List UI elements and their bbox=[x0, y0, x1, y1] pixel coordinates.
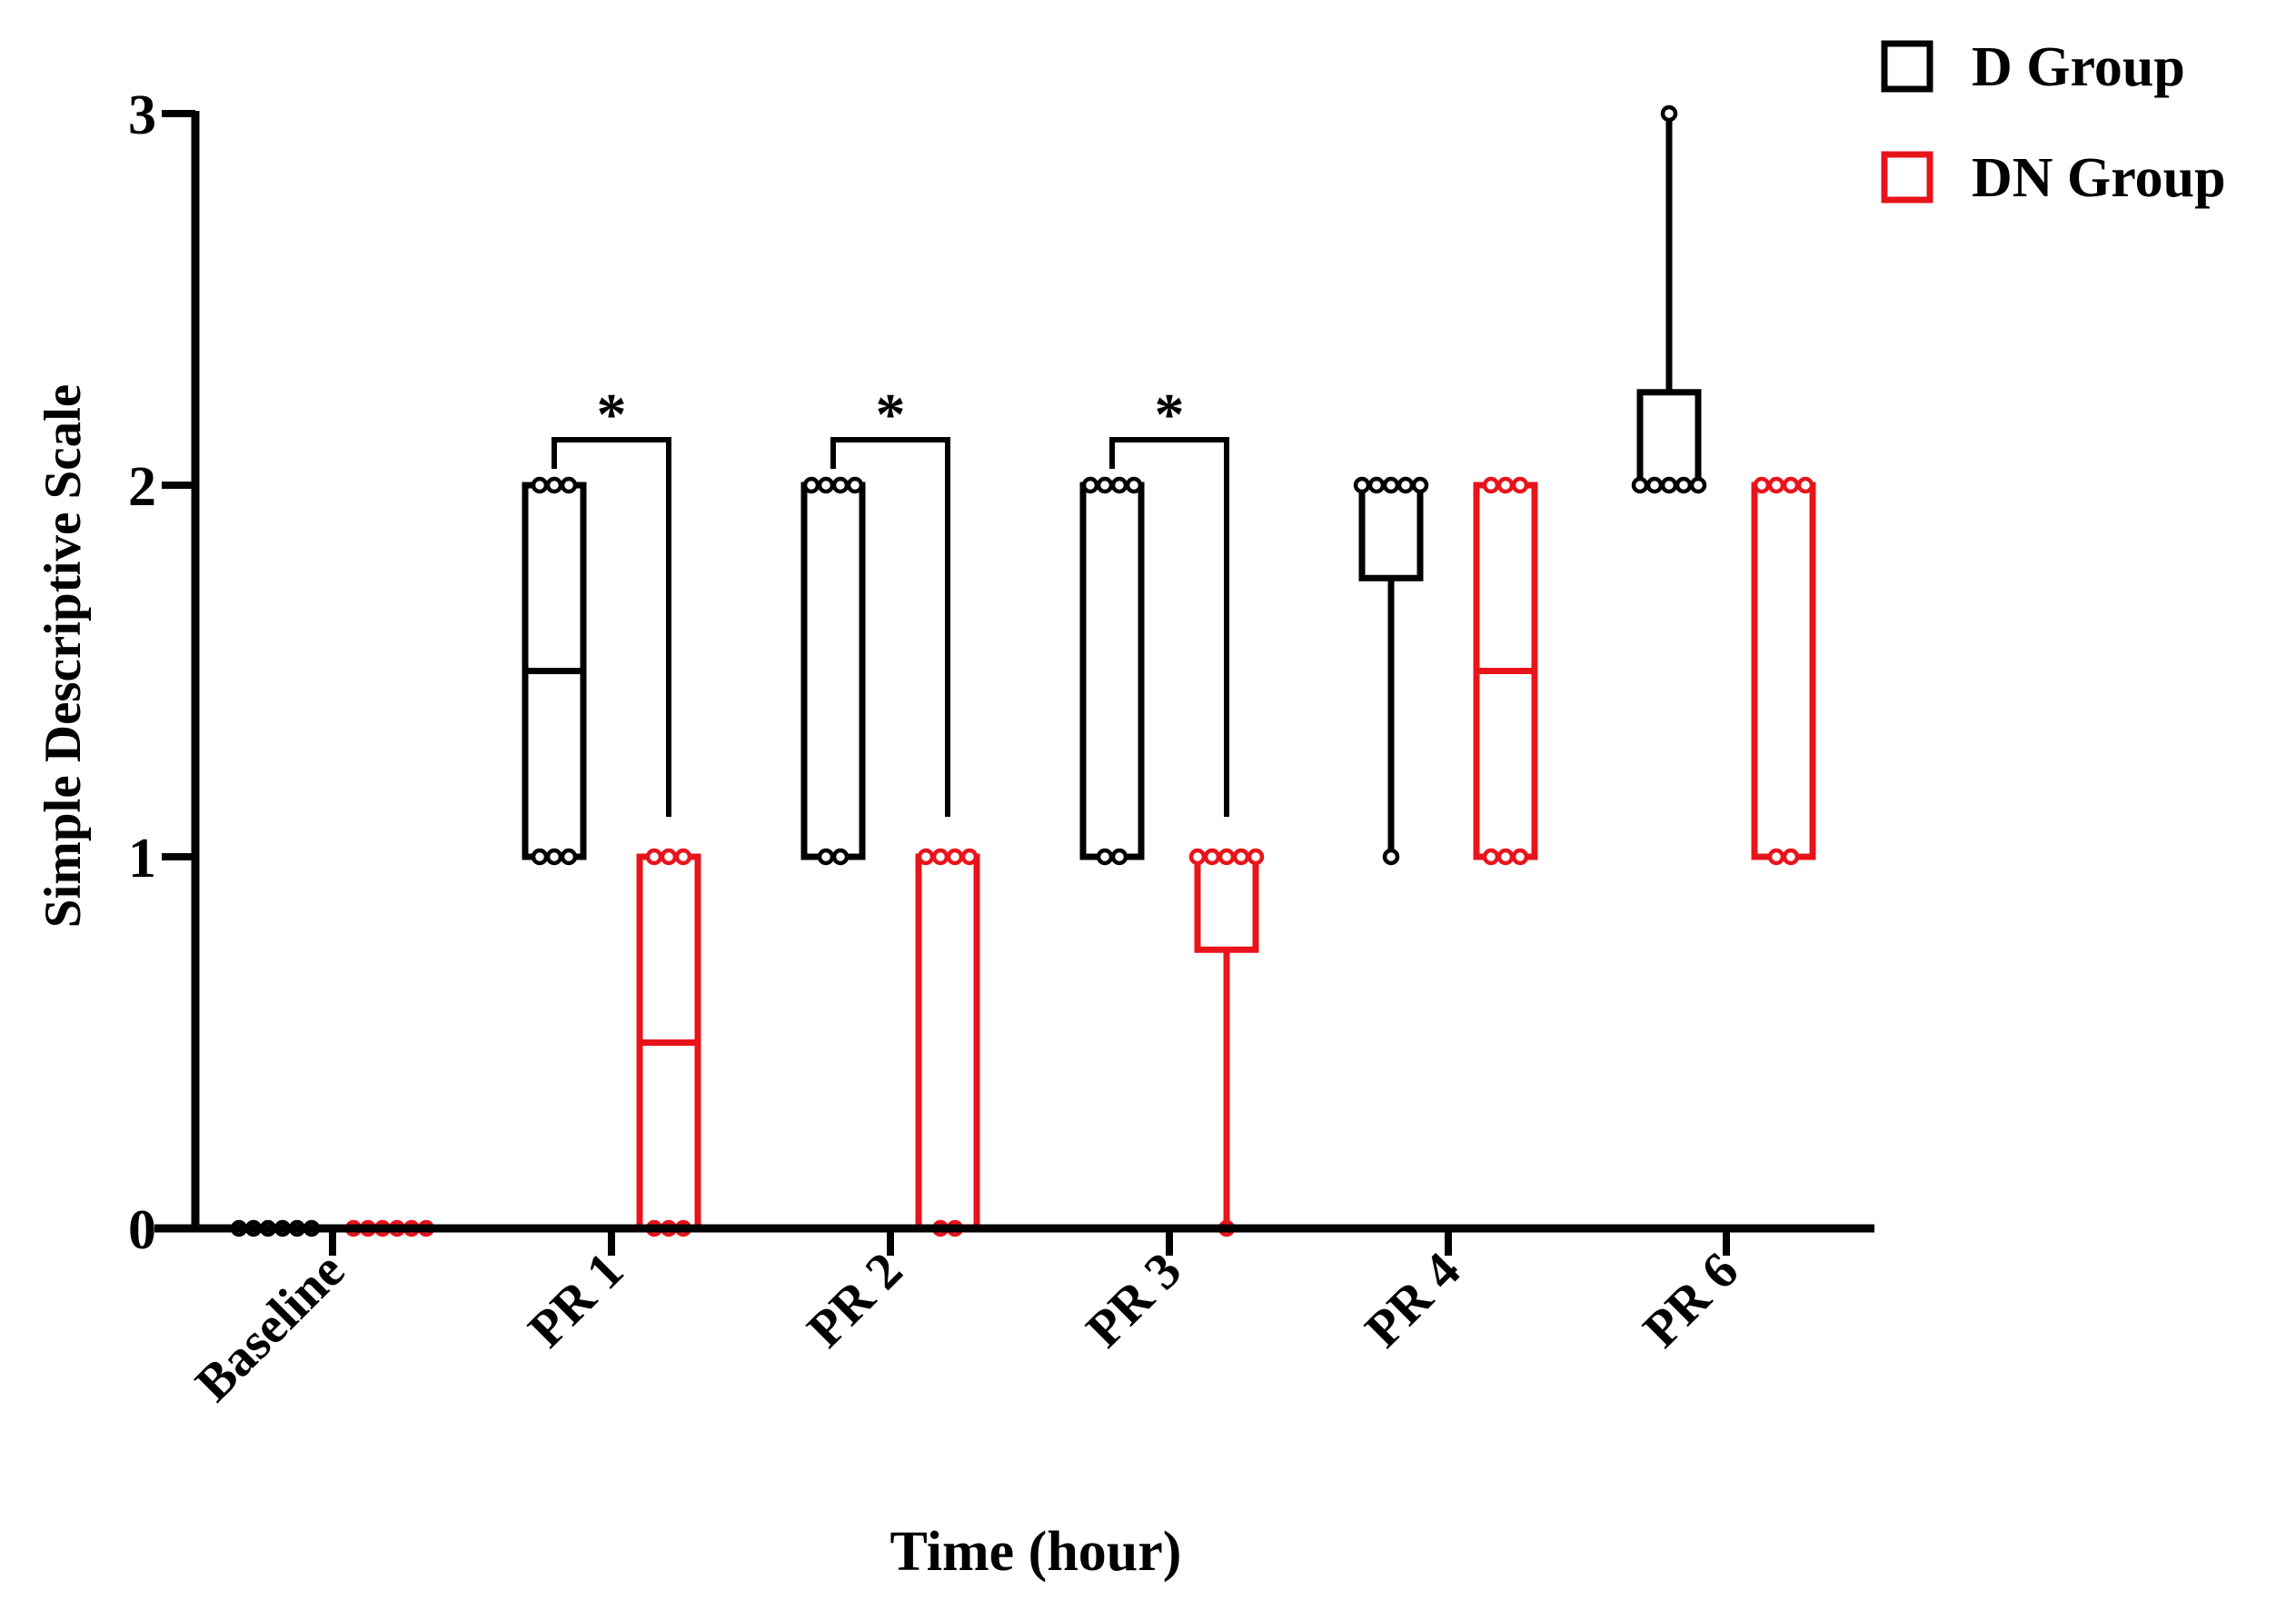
x-axis-title: Time (hour) bbox=[890, 1521, 1182, 1583]
d-group-pr-6-point-3 bbox=[1675, 476, 1693, 494]
d-group-pr-2-point-5 bbox=[846, 476, 864, 494]
dn-group-pr-6-point-1 bbox=[1782, 848, 1800, 866]
dn-group-pr-6-point-2 bbox=[1753, 476, 1771, 494]
dn-group-pr-1-point-3 bbox=[645, 848, 663, 866]
x-tick-label-pr-2: PR 2 bbox=[797, 1242, 914, 1359]
dn-group-pr-6-point-5 bbox=[1796, 476, 1814, 494]
dn-group-pr-2-point-5 bbox=[960, 848, 979, 866]
dn-group-pr-4-point-0 bbox=[1482, 848, 1500, 866]
d-group-pr-3-point-4 bbox=[1110, 476, 1128, 494]
d-group-pr-6-point-1 bbox=[1645, 476, 1664, 494]
d-group-pr-3-point-0 bbox=[1096, 848, 1114, 866]
significance-star-pr-1: * bbox=[597, 382, 627, 448]
dn-group-pr-1-point-4 bbox=[660, 848, 678, 866]
d-group-pr-4-point-0 bbox=[1382, 848, 1400, 866]
d-group-pr-6-point-5 bbox=[1660, 104, 1678, 123]
d-group-pr-4-point-5 bbox=[1411, 476, 1429, 494]
d-group-pr-4-point-3 bbox=[1382, 476, 1400, 494]
d-group-pr-4-point-4 bbox=[1396, 476, 1415, 494]
x-tick-label-pr-6: PR 6 bbox=[1633, 1242, 1750, 1359]
d-group-pr-6-point-4 bbox=[1689, 476, 1707, 494]
significance-star-pr-2: * bbox=[876, 382, 906, 448]
plot-layer: * * * bbox=[230, 104, 1816, 1237]
d-group-pr-1-point-2 bbox=[560, 848, 578, 866]
dn-group-pr-2-point-3 bbox=[931, 848, 949, 866]
x-tick-label-pr-1: PR 1 bbox=[518, 1242, 635, 1359]
y-tick-label-0: 0 bbox=[128, 1199, 156, 1261]
d-group-pr-1-point-4 bbox=[545, 476, 563, 494]
dn-group-pr-1-point-5 bbox=[674, 848, 692, 866]
dn-group-pr-3-point-3 bbox=[1218, 848, 1236, 866]
dn-group-pr-4-point-5 bbox=[1511, 476, 1529, 494]
d-group-pr-1-point-5 bbox=[560, 476, 578, 494]
y-tick-label-1: 1 bbox=[128, 828, 156, 889]
y-tick-label-2: 2 bbox=[128, 456, 156, 518]
significance-bracket-pr-3 bbox=[1109, 437, 1229, 817]
dn-group-pr-3-point-5 bbox=[1247, 848, 1265, 866]
dn-group-pr-4-point-2 bbox=[1511, 848, 1529, 866]
significance-star-pr-3: * bbox=[1155, 382, 1185, 448]
axes-layer: Simple Descriptive Scale Time (hour) 0 1 2… bbox=[35, 84, 1874, 1583]
dn-group-pr-4-point-4 bbox=[1496, 476, 1515, 494]
d-group-pr-2-box bbox=[800, 482, 866, 860]
y-tick-label-3: 3 bbox=[128, 84, 156, 146]
dn-group-pr-6-box bbox=[1751, 482, 1816, 860]
d-group-pr-6-box bbox=[1636, 389, 1702, 489]
x-tick-label-pr-3: PR 3 bbox=[1076, 1242, 1193, 1359]
x-tick-label-pr-4: PR 4 bbox=[1355, 1242, 1472, 1359]
dn-group-pr-3-point-4 bbox=[1232, 848, 1250, 866]
dn-group-pr-3-point-2 bbox=[1203, 848, 1221, 866]
d-group-pr-3-point-3 bbox=[1096, 476, 1114, 494]
dn-group-pr-6-point-0 bbox=[1767, 848, 1785, 866]
d-group-pr-2-point-0 bbox=[817, 848, 835, 866]
y-axis-title: Simple Descriptive Scale bbox=[35, 384, 92, 928]
d-group-pr-2-point-3 bbox=[817, 476, 835, 494]
dn-group-pr-2-point-2 bbox=[917, 848, 935, 866]
dn-group-pr-4-point-1 bbox=[1496, 848, 1515, 866]
dn-group-pr-3-point-1 bbox=[1188, 848, 1207, 866]
legend-label-d-group: D Group bbox=[1972, 36, 2185, 98]
dn-group-pr-2-box bbox=[915, 853, 980, 1232]
legend-swatch-d-group bbox=[1881, 40, 1933, 93]
d-group-pr-6-point-0 bbox=[1631, 476, 1649, 494]
dn-group-pr-3-box bbox=[1194, 853, 1259, 953]
d-group-pr-1-point-3 bbox=[531, 476, 549, 494]
legend-label-dn-group: DN Group bbox=[1972, 147, 2226, 209]
d-group-pr-3-point-1 bbox=[1110, 848, 1128, 866]
d-group-pr-1-point-1 bbox=[545, 848, 563, 866]
dn-group-pr-2-point-4 bbox=[946, 848, 964, 866]
x-tick-label-baseline: Baseline bbox=[184, 1242, 355, 1413]
dn-group-pr-6-point-4 bbox=[1782, 476, 1800, 494]
significance-bracket-pr-1 bbox=[552, 437, 671, 817]
d-group-pr-2-point-2 bbox=[802, 476, 820, 494]
d-group-pr-1-point-0 bbox=[531, 848, 549, 866]
d-group-pr-3-point-5 bbox=[1125, 476, 1143, 494]
legend-swatch-dn-group bbox=[1881, 151, 1933, 204]
d-group-pr-4-box bbox=[1358, 482, 1424, 581]
dn-group-pr-6-point-3 bbox=[1767, 476, 1785, 494]
d-group-pr-2-point-4 bbox=[831, 476, 850, 494]
significance-bracket-pr-2 bbox=[830, 437, 950, 817]
d-group-pr-6-point-2 bbox=[1660, 476, 1678, 494]
d-group-pr-4-point-2 bbox=[1367, 476, 1386, 494]
d-group-pr-3-box bbox=[1079, 482, 1145, 860]
d-group-pr-3-point-2 bbox=[1081, 476, 1099, 494]
dn-group-pr-4-point-3 bbox=[1482, 476, 1500, 494]
legend: D Group DN Group bbox=[1881, 36, 2226, 209]
d-group-pr-2-point-1 bbox=[831, 848, 850, 866]
d-group-pr-4-point-1 bbox=[1353, 476, 1371, 494]
